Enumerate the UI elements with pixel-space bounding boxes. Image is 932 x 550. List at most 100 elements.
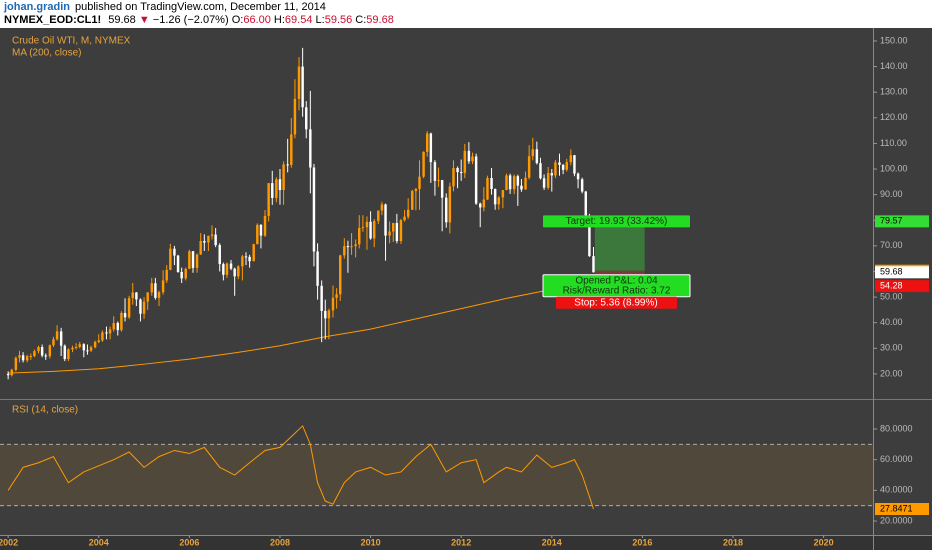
y-tick-label: 80.0000 bbox=[880, 423, 913, 433]
candle-body bbox=[6, 373, 10, 376]
y-tick-label: 140.00 bbox=[880, 61, 908, 71]
target-label-box bbox=[543, 215, 690, 228]
publish-line: johan.gradin published on TradingView.com… bbox=[4, 1, 326, 14]
candle-body bbox=[388, 231, 391, 236]
y-tick-label: 70.00 bbox=[880, 240, 903, 250]
candle-body bbox=[191, 251, 195, 268]
candle-body bbox=[290, 134, 293, 165]
candle-body bbox=[233, 268, 236, 277]
author[interactable]: johan.gradin bbox=[4, 1, 70, 13]
last-price: 59.68 bbox=[108, 14, 136, 26]
candle-body bbox=[263, 215, 267, 236]
stop-label: Stop: 5.36 (8.99%) bbox=[574, 297, 657, 308]
candle-body bbox=[293, 98, 297, 135]
legend-entry: MA (200, close) bbox=[12, 48, 81, 59]
y-tick-label: 60.0000 bbox=[880, 454, 913, 464]
price-tag bbox=[875, 266, 929, 279]
candle-body bbox=[406, 209, 410, 217]
candle-body bbox=[550, 173, 554, 176]
candle-body bbox=[335, 294, 338, 298]
candle-body bbox=[312, 167, 316, 252]
change-arrow: ▼ bbox=[138, 14, 150, 26]
candle-body bbox=[516, 176, 520, 186]
candle-body bbox=[377, 210, 380, 222]
candle-body bbox=[309, 129, 312, 168]
candle-body bbox=[354, 244, 357, 247]
x-tick-label: 2002 bbox=[0, 537, 18, 547]
candle-body bbox=[40, 347, 44, 356]
candle-body bbox=[497, 197, 501, 205]
candle-body bbox=[10, 369, 14, 376]
price-tag-label: 59.68 bbox=[880, 267, 903, 277]
candle-body bbox=[165, 269, 168, 281]
candle-body bbox=[154, 283, 157, 298]
candle-body bbox=[392, 223, 395, 232]
change: −1.26 (−2.07%) bbox=[152, 14, 229, 26]
x-tick-label: 2004 bbox=[89, 537, 109, 547]
candle-body bbox=[433, 162, 437, 181]
target-zone bbox=[594, 221, 645, 271]
candle-body bbox=[142, 301, 146, 314]
candle-body bbox=[380, 204, 384, 211]
candle-body bbox=[101, 332, 104, 341]
candle-body bbox=[176, 255, 180, 272]
candle-body bbox=[271, 183, 274, 198]
candle-body bbox=[86, 350, 89, 352]
ohlc-value: 59.56 bbox=[324, 14, 353, 26]
candle-body bbox=[52, 339, 55, 346]
candle-body bbox=[135, 292, 138, 300]
candle-body bbox=[425, 133, 429, 152]
candle-body bbox=[580, 179, 584, 192]
candle-body bbox=[25, 356, 29, 361]
candle-body bbox=[576, 173, 580, 180]
candle-body bbox=[463, 150, 467, 173]
candle-body bbox=[501, 190, 505, 198]
candle-body bbox=[108, 329, 112, 334]
candle-body bbox=[524, 177, 527, 190]
candle-body bbox=[493, 189, 497, 205]
candle-body bbox=[478, 203, 482, 208]
candle-body bbox=[14, 357, 18, 370]
candle-body bbox=[429, 133, 433, 163]
last-value-label: 27.8471 bbox=[880, 503, 913, 513]
candle-body bbox=[297, 66, 301, 99]
candle-body bbox=[207, 235, 210, 243]
ohlc-value: 66.00 bbox=[243, 14, 271, 26]
candle-body bbox=[184, 268, 187, 279]
candle-body bbox=[527, 156, 531, 178]
candle-body bbox=[343, 246, 346, 256]
candle-body bbox=[199, 240, 202, 255]
candle-body bbox=[482, 199, 486, 208]
stop-label-box bbox=[556, 296, 677, 309]
candle-body bbox=[399, 220, 403, 241]
candle-body bbox=[422, 151, 425, 177]
candle-body bbox=[89, 347, 93, 351]
candle-body bbox=[324, 310, 327, 319]
candle-body bbox=[448, 186, 452, 223]
header: johan.gradin published on TradingView.com… bbox=[0, 0, 932, 28]
candle-body bbox=[127, 298, 131, 318]
candle-body bbox=[565, 162, 568, 170]
candle-body bbox=[180, 271, 183, 279]
candle-body bbox=[372, 221, 376, 239]
candle-body bbox=[71, 347, 74, 350]
x-tick-label: 2006 bbox=[179, 537, 199, 547]
chart-title: Crude Oil WTI, M, NYMEX bbox=[12, 36, 131, 47]
x-tick-label: 2008 bbox=[270, 537, 290, 547]
candle-body bbox=[237, 266, 240, 277]
candle-body bbox=[305, 107, 308, 130]
candle-body bbox=[286, 164, 289, 166]
candle-body bbox=[365, 221, 369, 228]
candle-body bbox=[554, 162, 557, 176]
y-tick-label: 100.00 bbox=[880, 163, 908, 173]
candle-body bbox=[63, 345, 67, 360]
candle-body bbox=[44, 355, 47, 357]
x-tick-label: 2012 bbox=[451, 537, 471, 547]
candle-body bbox=[411, 191, 414, 210]
candle-body bbox=[445, 197, 448, 223]
candle-body bbox=[471, 156, 474, 162]
y-tick-label: 20.0000 bbox=[880, 515, 913, 525]
x-tick-label: 2014 bbox=[542, 537, 562, 547]
candle-body bbox=[531, 149, 534, 157]
